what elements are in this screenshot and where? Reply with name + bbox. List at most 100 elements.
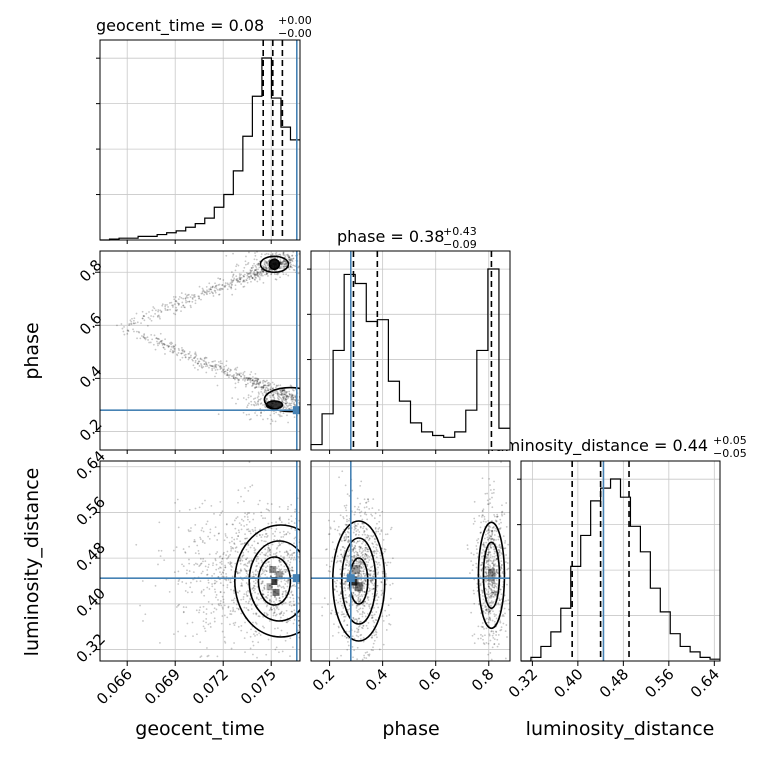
sample-point <box>289 266 292 269</box>
sample-point <box>491 538 494 541</box>
sample-point <box>156 314 159 317</box>
sample-point <box>385 583 388 586</box>
sample-point <box>255 268 258 270</box>
sample-point <box>209 286 212 289</box>
sample-point <box>491 574 494 576</box>
sample-point <box>350 668 352 670</box>
sample-point <box>301 404 303 406</box>
sample-point <box>359 572 362 575</box>
sample-point <box>492 568 495 571</box>
sample-point <box>353 649 356 652</box>
sample-point <box>329 570 332 573</box>
sample-point <box>361 603 364 606</box>
sample-point <box>160 340 163 342</box>
sample-point <box>489 619 492 622</box>
sample-point <box>363 587 365 589</box>
sample-point <box>256 377 258 380</box>
sample-point <box>294 585 297 588</box>
sample-point <box>252 589 255 592</box>
sample-point <box>363 656 366 659</box>
sample-point <box>219 362 222 365</box>
sample-point <box>221 571 224 574</box>
sample-point <box>178 603 180 606</box>
sample-point <box>235 532 238 535</box>
sample-point <box>473 520 476 523</box>
sample-point <box>215 363 218 366</box>
sample-point <box>205 363 208 366</box>
sample-point <box>356 566 359 569</box>
sample-point <box>501 564 503 566</box>
sample-point <box>256 633 259 636</box>
sample-point <box>499 629 502 632</box>
sample-point <box>155 337 158 339</box>
sample-point <box>270 591 273 594</box>
sample-point <box>273 611 276 614</box>
sample-point <box>237 529 240 532</box>
sample-point <box>497 602 500 605</box>
sample-point <box>360 593 363 596</box>
sample-point <box>267 544 270 547</box>
sample-point <box>235 662 237 664</box>
x-tick-label: 0.32 <box>505 665 541 701</box>
sample-point <box>181 350 184 353</box>
sample-point <box>362 525 365 528</box>
sample-point <box>472 564 474 567</box>
sample-point <box>294 508 297 511</box>
sample-point <box>161 304 164 307</box>
sample-point <box>498 551 501 553</box>
sample-point <box>232 547 235 550</box>
sample-point <box>280 263 282 266</box>
sample-point <box>492 582 495 584</box>
sample-point <box>207 581 210 584</box>
sample-point <box>245 413 248 416</box>
sample-point <box>283 668 285 670</box>
sample-point <box>279 599 282 602</box>
sample-point <box>291 398 294 401</box>
sample-point <box>490 584 493 587</box>
sample-point <box>223 551 225 554</box>
sample-point <box>196 362 199 365</box>
sample-point <box>493 620 496 623</box>
sample-point <box>275 278 278 281</box>
sample-point <box>382 619 385 622</box>
sample-point <box>248 402 250 405</box>
sample-point <box>261 572 264 575</box>
sample-point <box>347 535 350 538</box>
sample-point <box>246 379 249 381</box>
sample-point <box>276 396 279 399</box>
sample-point <box>233 519 236 522</box>
sample-point <box>225 575 228 578</box>
sample-point <box>501 572 504 574</box>
sample-point <box>301 589 303 591</box>
sample-point <box>176 354 179 357</box>
sample-point <box>353 540 355 543</box>
sample-point <box>376 636 378 639</box>
sample-point <box>292 597 295 600</box>
sample-point <box>265 400 268 403</box>
sample-point <box>250 400 253 403</box>
sample-point <box>493 582 496 585</box>
sample-point <box>380 529 383 531</box>
sample-point <box>292 622 295 625</box>
sample-point <box>254 570 257 572</box>
sample-point <box>228 285 231 288</box>
sample-point <box>491 529 494 532</box>
sample-point <box>244 542 246 544</box>
sample-point <box>308 590 310 592</box>
sample-point <box>257 262 260 265</box>
sample-point <box>368 508 371 510</box>
sample-point <box>260 536 263 539</box>
sample-point <box>254 397 257 400</box>
sample-point <box>355 533 358 536</box>
sample-point <box>254 386 256 389</box>
sample-point <box>293 416 296 419</box>
sample-point <box>368 605 371 608</box>
sample-point <box>355 565 358 567</box>
sample-point <box>215 552 218 555</box>
sample-point <box>250 403 253 406</box>
sample-point <box>242 279 245 282</box>
sample-point <box>499 568 502 570</box>
sample-point <box>304 411 306 413</box>
sample-point <box>236 373 239 376</box>
sample-point <box>233 378 236 381</box>
